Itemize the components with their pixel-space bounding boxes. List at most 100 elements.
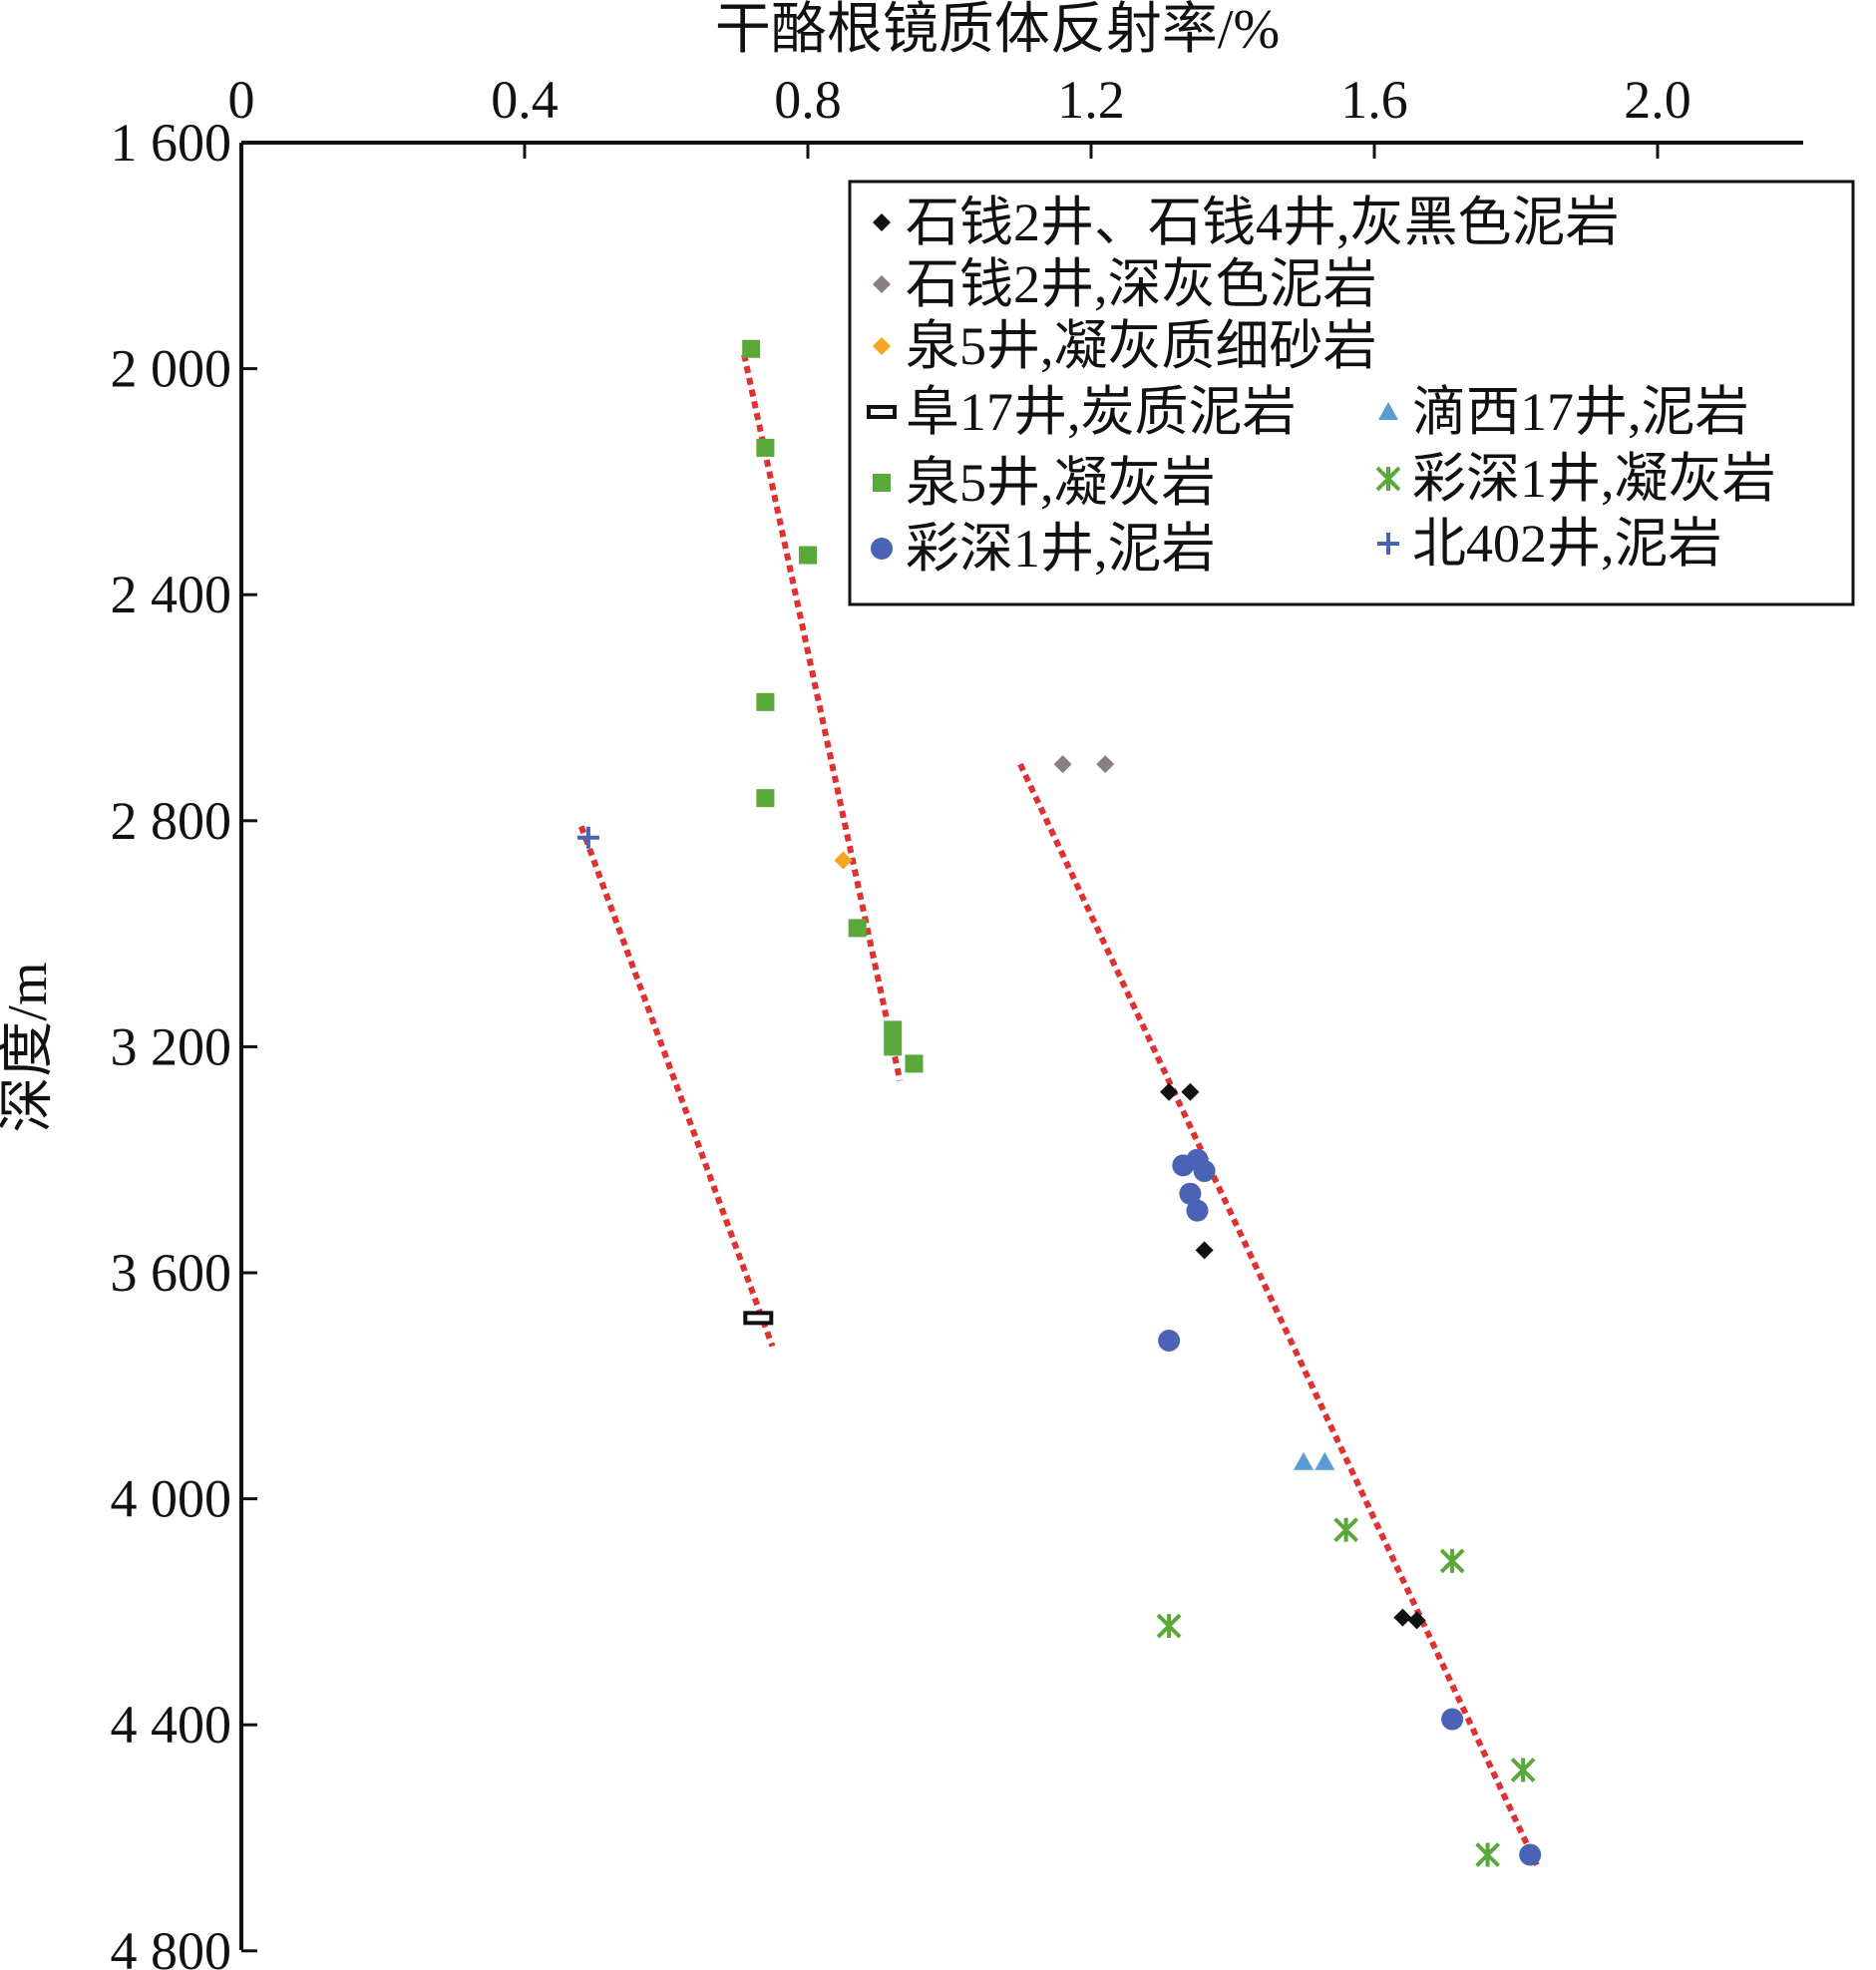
data-point xyxy=(799,546,817,565)
y-tick-label: 2 400 xyxy=(111,565,232,624)
legend-label: 石钱2井、石钱4井,灰黑色泥岩 xyxy=(906,193,1620,252)
x-tick-label: 0.4 xyxy=(491,70,559,130)
series-3 xyxy=(743,1311,774,1326)
legend-marker-shape xyxy=(1378,402,1398,420)
x-ticks: 0 0.4 0.8 1.2 1.6 2.0 xyxy=(228,70,1691,159)
legend-marker xyxy=(873,275,891,293)
data-points xyxy=(576,339,1542,1867)
data-point-shape xyxy=(1193,1160,1216,1183)
data-point-shape xyxy=(1160,1082,1179,1101)
data-point xyxy=(756,438,775,457)
data-point xyxy=(1439,1548,1465,1574)
x-tick-label: 2.0 xyxy=(1624,70,1691,130)
legend-box xyxy=(848,180,1855,606)
series-5 xyxy=(1158,1148,1542,1866)
data-point-shape xyxy=(884,1020,903,1039)
data-point-shape xyxy=(848,919,867,938)
y-axis-title: 深度/m xyxy=(0,962,59,1132)
data-point xyxy=(1393,1608,1412,1627)
series-4 xyxy=(742,339,924,1073)
data-point xyxy=(743,1311,774,1326)
legend-marker xyxy=(1377,533,1399,555)
legend-marker-shape xyxy=(873,337,891,355)
data-point-shape xyxy=(742,339,761,358)
legend-label: 泉5井,凝灰质细砂岩 xyxy=(906,316,1377,376)
y-tick-label: 4 800 xyxy=(111,1921,232,1970)
y-tick-label: 2 800 xyxy=(111,791,232,851)
data-point-shape xyxy=(1096,755,1115,774)
data-point xyxy=(742,339,761,358)
x-tick-label: 1.2 xyxy=(1057,70,1125,130)
data-point-shape xyxy=(756,789,775,808)
series-1 xyxy=(1053,755,1115,774)
trend-line xyxy=(577,825,776,1348)
data-point xyxy=(848,919,867,938)
legend-label: 石钱2井,深灰色泥岩 xyxy=(906,254,1377,314)
data-point-shape xyxy=(1519,1843,1542,1866)
legend-label: 阜17井,炭质泥岩 xyxy=(906,382,1297,442)
legend-label: 彩深1井,凝灰岩 xyxy=(1412,449,1776,509)
data-point xyxy=(1475,1842,1501,1867)
data-point xyxy=(1186,1199,1209,1222)
y-tick-label: 4 400 xyxy=(111,1695,232,1755)
legend-marker xyxy=(871,538,893,560)
y-tick-label: 3 600 xyxy=(111,1243,232,1303)
data-point-shape xyxy=(1294,1451,1313,1470)
x-tick-label: 0 xyxy=(228,70,255,130)
series-6 xyxy=(1294,1451,1335,1470)
series-8 xyxy=(576,826,599,849)
y-tick-label: 3 200 xyxy=(111,1016,232,1076)
data-point xyxy=(1314,1451,1335,1470)
trend-lines xyxy=(577,353,1541,1868)
y-tick-label: 4 000 xyxy=(111,1469,232,1529)
data-point-shape xyxy=(1181,1082,1200,1101)
legend-marker xyxy=(1375,466,1401,492)
data-point xyxy=(1096,755,1115,774)
y-tick-label: 1 600 xyxy=(111,113,232,173)
data-point xyxy=(884,1037,903,1056)
y-ticks: 1 600 2 000 2 400 2 800 3 200 3 600 4 000 4 400… xyxy=(111,113,257,1970)
legend-marker-shape xyxy=(873,474,891,492)
data-point xyxy=(1294,1451,1313,1470)
data-point-shape xyxy=(1195,1241,1214,1260)
data-point xyxy=(1441,1708,1464,1731)
legend-marker-shape xyxy=(873,213,891,231)
data-point-shape xyxy=(1393,1608,1412,1627)
x-tick-label: 0.8 xyxy=(774,70,842,130)
data-point xyxy=(576,826,599,849)
trend-line xyxy=(741,353,904,1082)
legend: 石钱2井、石钱4井,灰黑色泥岩石钱2井,深灰色泥岩泉5井,凝灰质细砂岩阜17井,… xyxy=(848,180,1855,606)
data-point xyxy=(1195,1241,1214,1260)
data-point-shape xyxy=(884,1037,903,1056)
data-point-shape xyxy=(1441,1708,1464,1731)
legend-marker xyxy=(873,474,891,492)
data-point xyxy=(834,851,853,870)
data-point xyxy=(1510,1758,1536,1782)
legend-marker-shape xyxy=(867,405,897,419)
data-point xyxy=(1179,1182,1202,1205)
legend-label: 泉5井,凝灰岩 xyxy=(906,453,1216,513)
legend-items: 石钱2井、石钱4井,灰黑色泥岩石钱2井,深灰色泥岩泉5井,凝灰质细砂岩阜17井,… xyxy=(867,193,1776,579)
data-point xyxy=(1158,1329,1181,1352)
data-point xyxy=(1407,1611,1426,1630)
trend-line xyxy=(1017,762,1541,1868)
legend-marker xyxy=(1378,402,1398,420)
data-point xyxy=(756,692,775,711)
legend-label: 北402井,泥岩 xyxy=(1412,514,1722,574)
data-point xyxy=(1193,1160,1216,1183)
data-point xyxy=(905,1054,924,1073)
series-2 xyxy=(834,851,853,870)
data-point-shape xyxy=(1314,1451,1335,1470)
data-point xyxy=(1333,1517,1359,1543)
data-point-shape xyxy=(1407,1611,1426,1630)
x-axis-title: 干酪根镜质体反射率/% xyxy=(715,0,1280,61)
y-tick-label: 2 000 xyxy=(111,339,232,399)
series-0 xyxy=(1160,1082,1426,1630)
data-point-shape xyxy=(743,1311,774,1326)
data-point xyxy=(1181,1082,1200,1101)
legend-marker xyxy=(873,337,891,355)
data-point-shape xyxy=(834,851,853,870)
legend-label: 彩深1井,泥岩 xyxy=(906,519,1216,579)
data-point xyxy=(1156,1613,1182,1639)
